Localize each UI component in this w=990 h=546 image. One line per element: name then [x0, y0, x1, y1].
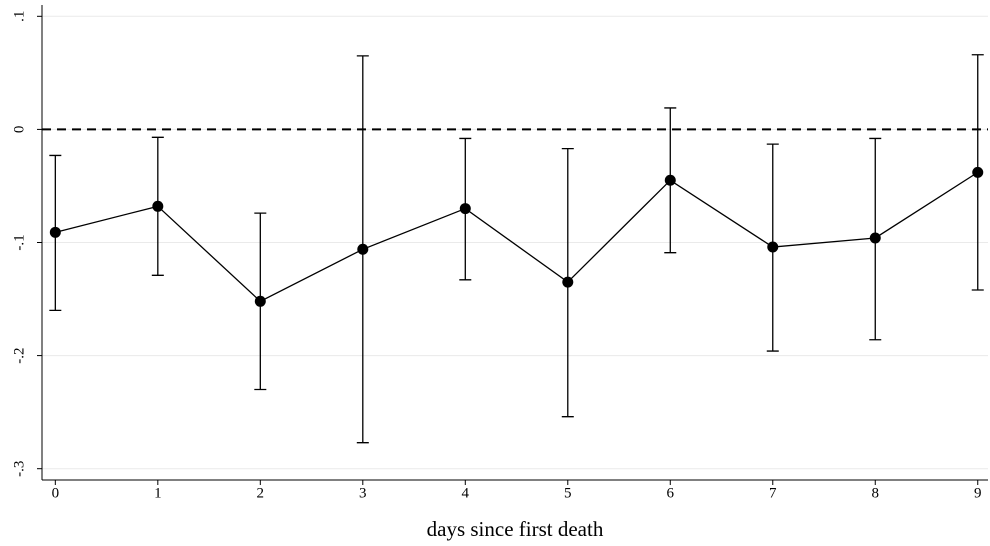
x-tick-label: 1 [154, 485, 162, 501]
x-tick-label: 4 [462, 485, 470, 501]
point [49, 226, 61, 238]
x-axis-label: days since first death [427, 517, 604, 541]
point [152, 200, 164, 212]
y-tick-label: .1 [11, 11, 27, 22]
y-tick-label: -.1 [11, 234, 27, 250]
point [459, 203, 471, 215]
y-tick-label: -.2 [11, 347, 27, 363]
x-tick-label: 2 [257, 485, 265, 501]
y-tick-label: -.3 [11, 461, 27, 477]
x-tick-label: 6 [667, 485, 675, 501]
point [664, 174, 676, 186]
x-tick-label: 5 [564, 485, 572, 501]
y-tick-label: 0 [11, 126, 27, 134]
x-tick-label: 7 [769, 485, 777, 501]
x-tick-label: 0 [52, 485, 60, 501]
x-tick-label: 3 [359, 485, 367, 501]
point [972, 166, 984, 178]
point [869, 232, 881, 244]
point [767, 241, 779, 253]
point [357, 243, 369, 255]
x-tick-label: 8 [872, 485, 880, 501]
x-tick-label: 9 [974, 485, 982, 501]
series-line [55, 171, 979, 303]
point [562, 276, 574, 288]
point [254, 295, 266, 307]
